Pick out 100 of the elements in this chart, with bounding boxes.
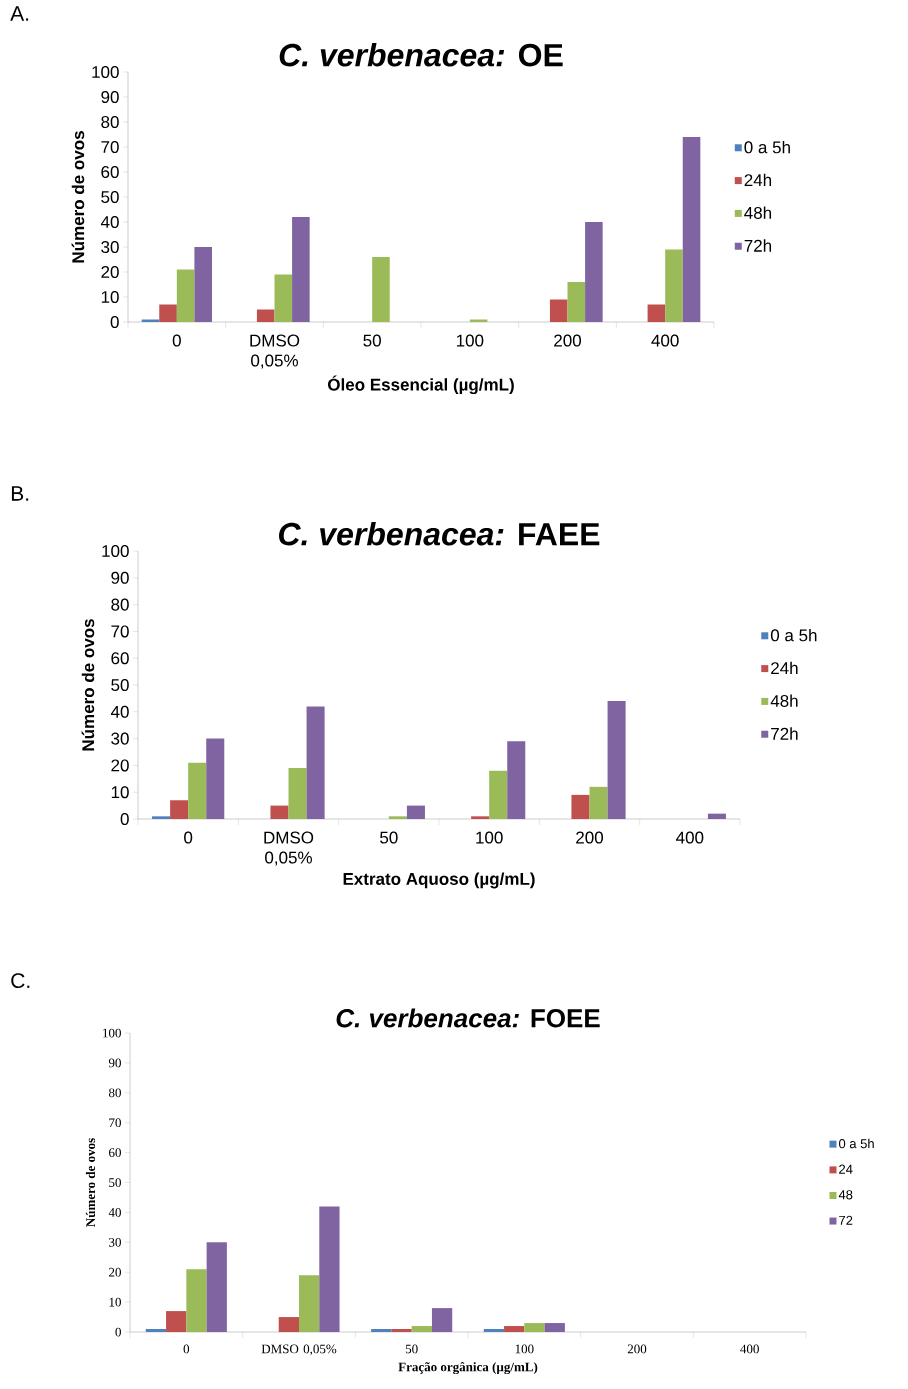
y-tick-label: 10 xyxy=(101,290,119,304)
y-tick-label: 50 xyxy=(101,190,119,204)
bar xyxy=(194,247,212,323)
x-tick-label: 200 xyxy=(627,1344,647,1354)
x-tick-label: 50 xyxy=(405,1344,418,1354)
bar xyxy=(504,1326,525,1333)
y-tick-label: 80 xyxy=(111,598,129,611)
x-tick-label: 400 xyxy=(740,1344,759,1354)
y-tick-label: 60 xyxy=(109,1148,121,1157)
bar xyxy=(306,706,325,820)
text: B. xyxy=(11,486,29,501)
bar xyxy=(406,805,425,820)
bar xyxy=(372,257,390,323)
y-axis-title: Número de ovos xyxy=(71,131,85,263)
bar xyxy=(544,1323,565,1333)
y-tick-label: 80 xyxy=(101,115,119,129)
bar xyxy=(567,282,586,323)
y-tick-label: 0 xyxy=(110,315,119,329)
bar xyxy=(371,1329,392,1333)
bar xyxy=(274,274,293,323)
y-tick-label: 20 xyxy=(109,1267,121,1277)
bar xyxy=(647,304,666,323)
y-tick-label: 70 xyxy=(111,625,129,638)
y-tick-label: 70 xyxy=(109,1118,121,1128)
chart-title: C. verbenacea: FOEE xyxy=(336,1008,600,1028)
y-axis-title: Número de ovos xyxy=(85,1138,96,1227)
legend-label: 24h xyxy=(744,173,772,186)
bar xyxy=(524,1323,545,1333)
y-tick-label: 10 xyxy=(109,1297,121,1307)
bar xyxy=(585,222,603,323)
bar xyxy=(483,1329,505,1333)
bar xyxy=(188,762,207,820)
bar xyxy=(145,1329,167,1333)
legend-label: 0 a 5h xyxy=(744,140,790,154)
y-tick-label: 30 xyxy=(109,1237,121,1247)
bar xyxy=(206,738,225,820)
bar xyxy=(292,217,310,323)
x-tick-label: DMSO 0,05% xyxy=(261,1344,337,1356)
bar xyxy=(288,768,307,820)
y-tick-label: 20 xyxy=(111,759,129,772)
x-tick-label: 100 xyxy=(456,334,484,347)
x-tick-label: 0 xyxy=(184,831,193,844)
x-tick-label: 0 xyxy=(183,1344,190,1354)
y-tick-label: 60 xyxy=(111,652,129,665)
y-tick-label: 30 xyxy=(111,732,129,745)
y-tick-label: 50 xyxy=(111,678,129,692)
legend-label: 72 xyxy=(839,1215,853,1225)
x-axis-title: Fração orgânica (µg/mL) xyxy=(398,1362,538,1375)
bar xyxy=(299,1275,320,1333)
y-tick-label: 10 xyxy=(111,786,129,799)
bar xyxy=(707,813,726,820)
y-tick-label: 100 xyxy=(92,65,119,79)
bar xyxy=(388,816,407,820)
bar xyxy=(431,1308,453,1333)
y-axis-title: Número de ovos xyxy=(81,619,95,751)
x-tick-label: 100 xyxy=(476,831,503,844)
x-tick-label: 0 xyxy=(172,334,181,347)
bar xyxy=(665,249,683,323)
bar xyxy=(152,816,171,820)
y-tick-label: 80 xyxy=(108,1088,121,1098)
y-tick-label: 0 xyxy=(120,812,129,826)
y-tick-label: 60 xyxy=(101,165,119,179)
legend-label: 48h xyxy=(744,206,772,219)
bar xyxy=(278,1317,299,1333)
text: C. xyxy=(11,973,30,989)
bar xyxy=(270,805,289,820)
y-tick-label: 30 xyxy=(101,240,119,254)
x-tick-label: DMSO 0,05% xyxy=(250,334,300,369)
legend-label: 72h xyxy=(771,727,798,740)
bar xyxy=(411,1326,432,1333)
y-tick-label: 90 xyxy=(101,90,119,104)
x-tick-label: 200 xyxy=(554,334,582,347)
bar xyxy=(256,309,275,323)
bar xyxy=(471,816,490,820)
x-tick-label: 50 xyxy=(380,831,398,844)
bar xyxy=(489,770,508,820)
legend-label: 48h xyxy=(770,694,798,707)
x-tick-label: 200 xyxy=(576,831,604,844)
x-tick-label: 400 xyxy=(676,831,704,844)
bar xyxy=(186,1269,207,1333)
x-axis-title: Extrato Aquoso (µg/mL) xyxy=(343,872,535,889)
bar xyxy=(166,1311,187,1333)
y-tick-label: 100 xyxy=(103,1028,121,1038)
y-tick-label: 20 xyxy=(101,265,119,279)
bar xyxy=(507,741,526,820)
legend-label: 0 a 5h xyxy=(838,1138,874,1149)
bar xyxy=(682,137,701,323)
bar xyxy=(607,701,626,820)
legend-label: 48 xyxy=(838,1190,853,1200)
legend-label: 72h xyxy=(744,239,772,252)
legend-label: 24 xyxy=(839,1164,853,1174)
y-tick-label: 40 xyxy=(110,705,129,718)
y-tick-label: 90 xyxy=(111,571,129,584)
y-tick-label: 100 xyxy=(102,544,129,558)
bar xyxy=(319,1206,340,1333)
x-tick-label: 100 xyxy=(515,1344,534,1354)
legend-label: 0 a 5h xyxy=(770,628,817,642)
x-tick-label: DMSO 0,05% xyxy=(264,831,314,866)
x-tick-label: 50 xyxy=(363,334,381,347)
chart-title: C. verbenacea: OE xyxy=(279,42,563,67)
